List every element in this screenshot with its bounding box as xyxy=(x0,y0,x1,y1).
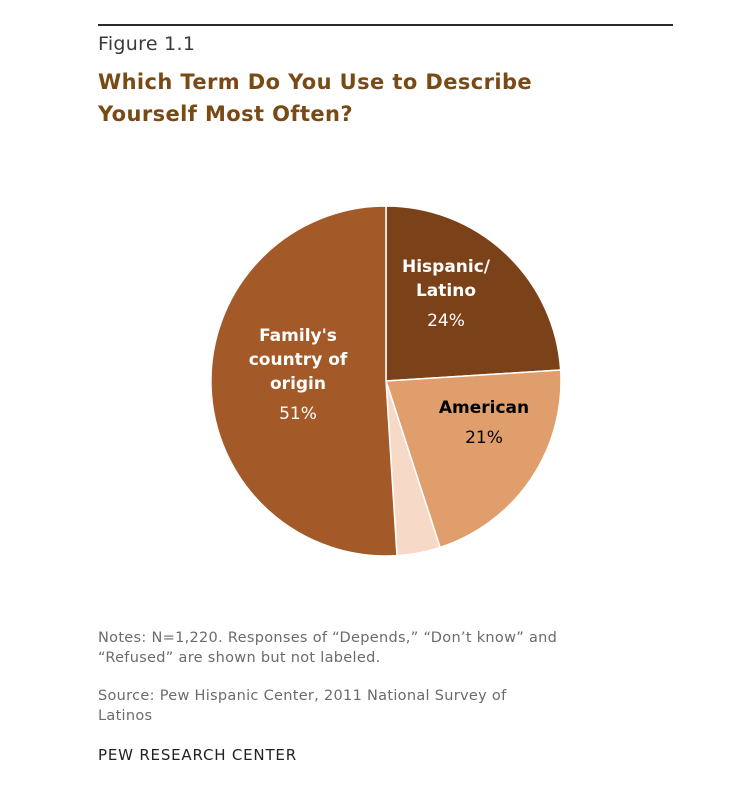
slice-label-0-line-1: Latino xyxy=(416,281,476,301)
slice-label-3-line-2: origin xyxy=(270,374,326,394)
notes-line-1: Notes: N=1,220. Responses of “Depends,” … xyxy=(98,630,558,646)
top-rule xyxy=(98,24,673,26)
notes-line-2: “Refused” are shown but not labeled. xyxy=(98,650,381,666)
chart-notes: Notes: N=1,220. Responses of “Depends,” … xyxy=(98,628,688,668)
chart-title: Which Term Do You Use to Describe Yourse… xyxy=(98,66,678,130)
pie-slice-3 xyxy=(210,205,398,557)
organization-name: PEW RESEARCH CENTER xyxy=(98,746,297,764)
slice-label-3-line-0: Family's xyxy=(259,326,337,346)
slice-value-3: 51% xyxy=(279,404,317,424)
figure-label: Figure 1.1 xyxy=(98,33,196,55)
chart-title-line-1: Which Term Do You Use to Describe xyxy=(98,70,533,94)
chart-source: Source: Pew Hispanic Center, 2011 Nation… xyxy=(98,686,688,726)
slice-label-1-line-0: American xyxy=(439,398,529,418)
pie-slice-1 xyxy=(384,369,562,549)
slice-value-1: 21% xyxy=(465,428,503,448)
source-line-1: Source: Pew Hispanic Center, 2011 Nation… xyxy=(98,688,507,704)
pie-slice-0 xyxy=(385,205,562,382)
source-line-2: Latinos xyxy=(98,708,153,724)
chart-title-line-2: Yourself Most Often? xyxy=(98,102,353,126)
slice-label-3-line-1: country of xyxy=(249,350,348,370)
slice-label-0-line-0: Hispanic/ xyxy=(402,257,491,277)
slice-value-0: 24% xyxy=(427,311,465,331)
